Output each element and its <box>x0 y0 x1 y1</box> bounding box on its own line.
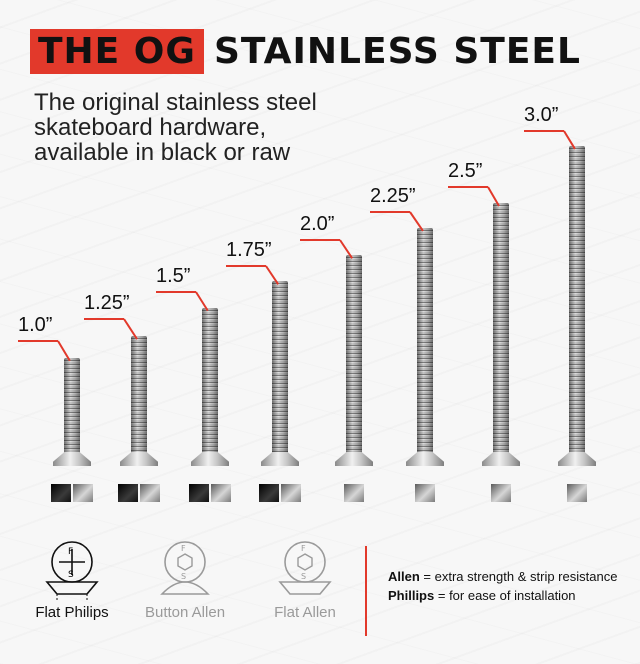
page-title: THE OG STAINLESS STEEL <box>30 28 581 74</box>
finish-swatch-row <box>189 484 231 502</box>
screw-shaft <box>272 281 288 454</box>
screw-length-label: 2.5” <box>448 160 483 182</box>
legend: Allen = extra strength & strip resistanc… <box>388 567 617 605</box>
svg-text:S: S <box>68 570 74 580</box>
screw-head <box>53 452 91 466</box>
screw-shaft <box>64 358 80 454</box>
legend-desc: = for ease of installation <box>437 588 576 603</box>
head-type-label: Flat Allen <box>274 604 336 621</box>
svg-text:S: S <box>181 572 186 581</box>
callout-line <box>226 265 266 267</box>
screw-length-label: 3.0” <box>524 104 559 126</box>
screw <box>119 336 159 466</box>
screw-shaft <box>417 228 433 454</box>
legend-divider <box>365 546 367 636</box>
finish-swatch-raw <box>491 484 511 502</box>
legend-phillips: Phillips = for ease of installation <box>388 586 617 605</box>
finish-swatch-row <box>567 484 587 502</box>
finish-swatch-row <box>51 484 93 502</box>
screw <box>557 146 597 466</box>
finish-swatch-row <box>415 484 435 502</box>
svg-text:F: F <box>301 544 306 553</box>
finish-swatch-row <box>118 484 160 502</box>
screw <box>334 255 374 466</box>
screw-shaft <box>346 255 362 454</box>
callout-line <box>448 186 488 188</box>
finish-swatch-raw <box>73 484 93 502</box>
finish-swatch-raw <box>281 484 301 502</box>
finish-swatch-row <box>491 484 511 502</box>
flat-allen-icon: F S <box>278 541 332 595</box>
screw <box>260 281 300 466</box>
title-rest: STAINLESS STEEL <box>213 30 581 72</box>
screw-lineup: 1.0” 1.25” 1.5” 1.75” 2.0” 2.25” 2.5” 3.0” <box>18 104 597 466</box>
screw <box>190 308 230 466</box>
screw-shaft <box>131 336 147 454</box>
screw-length-label: 2.25” <box>370 185 416 207</box>
finish-swatch-raw <box>344 484 364 502</box>
callout-line <box>524 130 564 132</box>
button-allen-icon: F S <box>160 541 210 595</box>
head-type-button-allen: F S Button Allen <box>140 540 230 621</box>
screw-shaft <box>493 203 509 454</box>
finish-swatch-black <box>259 484 279 502</box>
subtitle: The original stainless steel skateboard … <box>34 90 364 165</box>
svg-text:F: F <box>68 547 73 557</box>
finish-swatch-black <box>189 484 209 502</box>
screw-shaft <box>569 146 585 454</box>
head-type-flat-allen: F S Flat Allen <box>260 540 350 621</box>
screw-length-label: 1.25” <box>84 292 130 314</box>
screw-head <box>558 452 596 466</box>
finish-swatch-raw <box>415 484 435 502</box>
legend-allen: Allen = extra strength & strip resistanc… <box>388 567 617 586</box>
subtitle-line: skateboard hardware, <box>34 114 267 141</box>
screw-head <box>335 452 373 466</box>
finish-swatch-black <box>118 484 138 502</box>
subtitle-line: The original stainless steel <box>34 89 317 116</box>
screw-shaft <box>202 308 218 454</box>
callout-line <box>84 318 124 320</box>
flat-philips-icon: F S <box>45 541 99 600</box>
finish-swatch-black <box>51 484 71 502</box>
callout-line <box>18 340 58 342</box>
head-type-label: Flat Philips <box>35 604 109 621</box>
screw-head <box>191 452 229 466</box>
finish-swatch-row <box>259 484 301 502</box>
svg-text:F: F <box>181 544 186 553</box>
legend-desc: = extra strength & strip resistance <box>423 569 618 584</box>
head-type-label: Button Allen <box>144 604 226 621</box>
callout-line <box>156 291 196 293</box>
screw-length-label: 1.0” <box>18 314 53 336</box>
title-highlight: THE OG <box>30 28 204 74</box>
screw-length-label: 1.5” <box>156 265 191 287</box>
screw-head <box>406 452 444 466</box>
finish-swatch-raw <box>140 484 160 502</box>
screw-length-label: 1.75” <box>226 239 272 261</box>
callout-line <box>300 239 340 241</box>
callout-line <box>370 211 410 213</box>
legend-term: Allen <box>388 569 420 584</box>
screw-length-label: 2.0” <box>300 213 335 235</box>
screw <box>481 203 521 466</box>
finish-swatch-raw <box>567 484 587 502</box>
legend-term: Phillips <box>388 588 435 603</box>
finish-swatch-raw <box>211 484 231 502</box>
screw <box>405 228 445 466</box>
screw-head <box>261 452 299 466</box>
screw-head <box>482 452 520 466</box>
finish-swatch-row <box>344 484 364 502</box>
subtitle-line: available in black or raw <box>34 139 291 166</box>
screw-head <box>120 452 158 466</box>
svg-text:S: S <box>301 572 306 581</box>
screw <box>52 358 92 466</box>
head-type-flat-philips: F S Flat Philips <box>27 540 117 621</box>
